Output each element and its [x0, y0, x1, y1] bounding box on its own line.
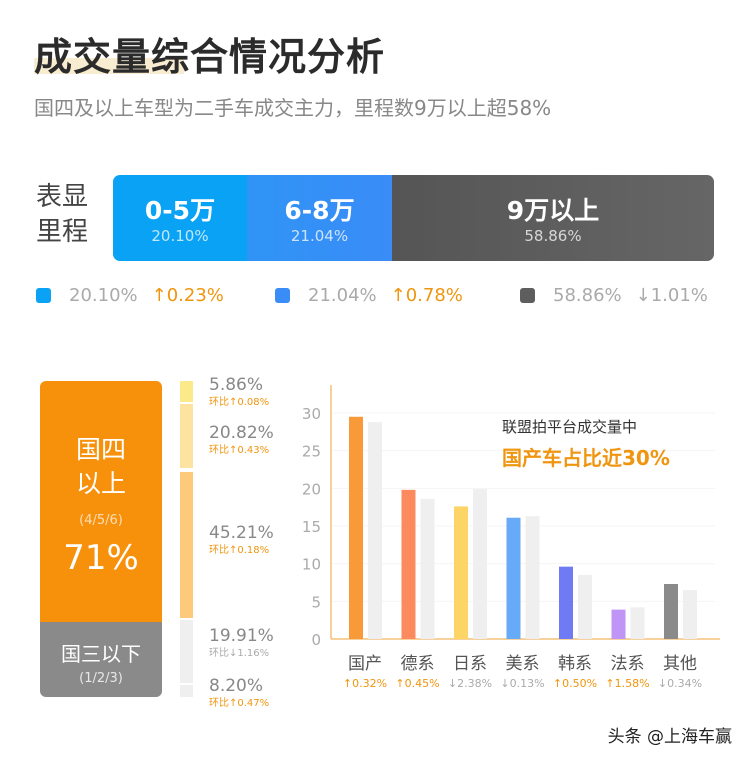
stack-seg-4 — [180, 620, 193, 683]
stack-label-3: 45.21% 环比↑0.18% — [209, 523, 274, 556]
segment-pct: 20.10% — [151, 227, 209, 245]
bar-previous — [525, 516, 540, 639]
segment-pct: 21.04% — [290, 227, 349, 245]
mileage-segment-6-8: 6-8万 21.04% — [247, 175, 392, 261]
change-label: ↑0.45% — [395, 677, 439, 690]
segment-name: 9万以上 — [506, 196, 600, 225]
legend-item-0-5: 20.10% ↑0.23% — [36, 285, 224, 306]
change-label: ↓2.38% — [448, 677, 492, 690]
guo3-label: 国三以下 — [61, 642, 141, 666]
page-title: 成交量综合情况分析 — [34, 35, 386, 79]
mileage-bar: 0-5万 20.10% 6-8万 21.04% 9万以上 58.86% — [113, 175, 714, 261]
y-tick-label: 20 — [302, 480, 321, 498]
bar-previous — [630, 607, 645, 639]
y-tick-label: 0 — [311, 631, 321, 649]
change-label: ↓0.13% — [500, 677, 544, 690]
bar-current — [401, 489, 416, 639]
mileage-label: 表显里程 — [36, 182, 89, 247]
bar-previous — [368, 422, 382, 639]
y-tick-label: 30 — [302, 405, 321, 423]
stack-label-5: 8.20% 环比↑0.47% — [209, 676, 270, 709]
legend-pct: 20.10% — [69, 285, 138, 306]
stack-seg-5 — [180, 685, 193, 697]
annotation-line2: 国产车占比近30% — [502, 446, 670, 470]
legend-pct: 21.04% — [308, 285, 377, 306]
legend-change: ↑0.78% — [390, 285, 463, 306]
change-label: ↑0.32% — [343, 677, 387, 690]
bar-current — [611, 609, 626, 639]
guo4-sub: (4/5/6) — [79, 513, 123, 528]
stack-label-2: 20.82% 环比↑0.43% — [209, 423, 274, 456]
bar-previous — [578, 574, 592, 639]
legend-change: ↑0.23% — [151, 285, 224, 306]
mileage-segment-9plus: 9万以上 58.86% — [392, 175, 714, 261]
stack-seg-2 — [180, 404, 193, 468]
stack-label-1: 5.86% 环比↑0.08% — [209, 375, 270, 408]
x-tick-label: 韩系 — [558, 654, 592, 674]
legend-swatch — [36, 288, 51, 303]
stack-label-4: 19.91% 环比↓1.16% — [209, 626, 274, 659]
x-tick-label: 国产 — [348, 654, 382, 674]
change-label: ↓0.34% — [658, 677, 702, 690]
stack-seg-3 — [180, 472, 193, 618]
x-tick-label: 美系 — [506, 654, 540, 674]
stack-seg-1 — [180, 381, 193, 402]
segment-name: 6-8万 — [284, 196, 355, 225]
x-tick-label: 德系 — [401, 654, 435, 674]
guo3-sub: (1/2/3) — [79, 671, 123, 686]
bar-previous — [473, 489, 487, 639]
bar-current — [506, 517, 521, 639]
segment-pct: 58.86% — [524, 227, 582, 245]
change-label: ↑1.58% — [605, 677, 649, 690]
legend-change: ↓1.01% — [635, 285, 708, 306]
brand-bar-chart: 0 5 10 15 20 25 30 国产 ↑0.32% 德系 ↑0.45% 日系 ↓2.38% 美系 ↓0… — [302, 385, 720, 690]
mileage-segment-0-5: 0-5万 20.10% — [113, 175, 247, 261]
y-tick-label: 5 — [311, 593, 321, 611]
guo4-label: 国四 以上 — [75, 435, 126, 498]
segment-name: 0-5万 — [144, 196, 216, 225]
bar-current — [664, 584, 678, 639]
change-label: ↑0.50% — [553, 677, 597, 690]
page-subtitle: 国四及以上车型为二手车成交主力，里程数9万以上超58% — [34, 96, 552, 120]
x-tick-label: 日系 — [453, 654, 487, 674]
bar-current — [454, 506, 468, 639]
bar-current — [349, 416, 363, 639]
y-tick-label: 10 — [302, 556, 321, 574]
x-tick-label: 法系 — [611, 654, 645, 674]
legend-item-9plus: 58.86% ↓1.01% — [520, 285, 708, 306]
legend-swatch — [275, 288, 290, 303]
title-highlight — [34, 58, 184, 74]
emission-guo4-block: 国四 以上 (4/5/6) 71% — [40, 381, 162, 622]
legend-swatch — [520, 288, 535, 303]
y-tick-label: 25 — [302, 443, 321, 461]
annotation-line1: 联盟拍平台成交量中 — [502, 418, 637, 436]
guo4-pct: 71% — [63, 538, 139, 578]
bar-previous — [420, 498, 435, 639]
x-tick-label: 其他 — [663, 654, 697, 674]
bar-current — [559, 566, 573, 639]
footer-signature: 头条 @上海车赢 — [607, 727, 732, 747]
bar-previous — [683, 590, 697, 639]
legend-item-6-8: 21.04% ↑0.78% — [275, 285, 463, 306]
y-tick-label: 15 — [302, 518, 321, 536]
legend-pct: 58.86% — [553, 285, 622, 306]
emission-guo3-block: 国三以下 (1/2/3) — [40, 622, 162, 697]
